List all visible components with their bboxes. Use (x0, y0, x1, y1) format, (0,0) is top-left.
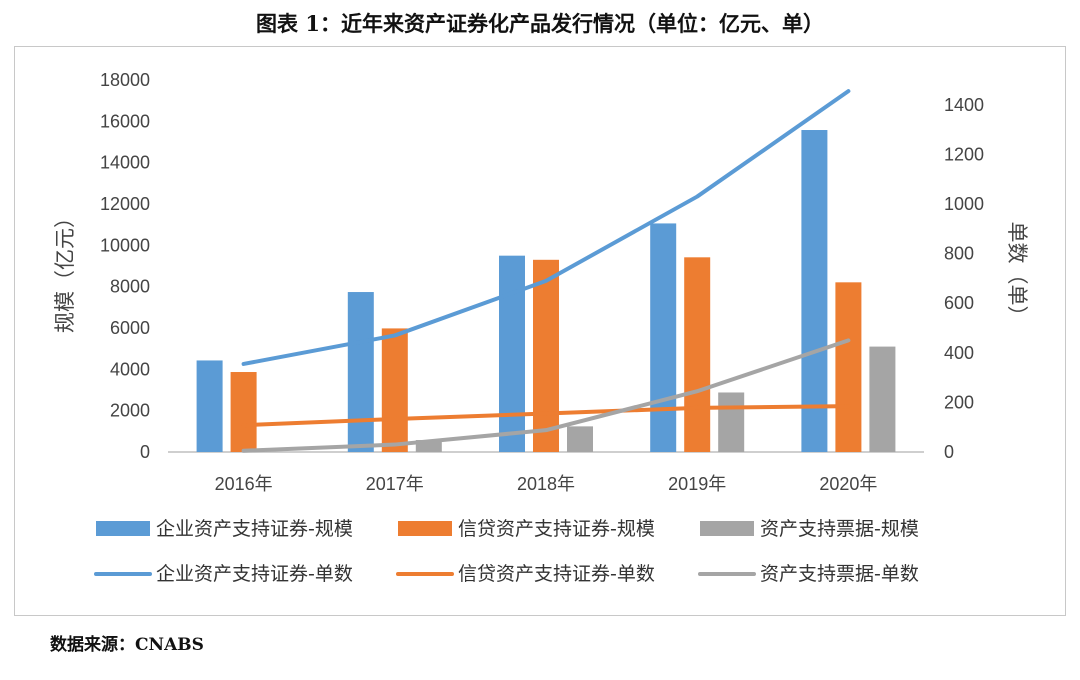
bar-1-5 (801, 130, 828, 452)
line-series-group (241, 89, 851, 453)
y-tick-label: 16000 (100, 111, 150, 131)
y-tick-label: 0 (140, 442, 150, 462)
y2-tick-label: 0 (944, 442, 954, 462)
y-tick-label: 8000 (110, 277, 150, 297)
y2-tick-label: 600 (944, 293, 974, 313)
bar-1-3 (499, 255, 525, 452)
bar-2-2 (381, 328, 408, 452)
y2-tick-label: 800 (944, 244, 974, 264)
bar-series-group (196, 130, 896, 452)
y2-tick-label: 1400 (944, 95, 984, 115)
legend-label-bar-2: 信贷资产支持证券-规模 (458, 518, 655, 540)
bar-2-5 (835, 282, 862, 452)
y-tick-label: 12000 (100, 194, 150, 214)
x-tick-label: 2019年 (668, 474, 726, 494)
y-tick-label: 4000 (110, 359, 150, 379)
x-axis-tick-labels: 2016年 2017年 2018年 2019年 2020年 (215, 474, 878, 494)
legend-swatch-bar-1 (96, 521, 150, 536)
legend-label-line-3: 资产支持票据-单数 (760, 563, 919, 585)
x-tick-label: 2018年 (517, 474, 575, 494)
y-axis-title: 规模（亿元） (53, 207, 77, 333)
chart-title: 图表 1：近年来资产证券化产品发行情况（单位：亿元、单） (256, 11, 824, 36)
y2-tick-label: 1200 (944, 144, 984, 164)
bar-1-2 (347, 292, 374, 452)
legend-swatch-bar-3 (700, 521, 754, 536)
data-source-note: 数据来源：CNABS (50, 635, 204, 655)
bar-3-5 (869, 346, 896, 452)
legend: 企业资产支持证券-规模 信贷资产支持证券-规模 资产支持票据-规模企业资产支持证券-… (94, 518, 919, 585)
right-axis: 0 200 400 600 800 1000 1200 1400 (944, 95, 984, 462)
bar-1-4 (650, 223, 677, 452)
y2-tick-label: 200 (944, 392, 974, 412)
bar-2-1 (230, 372, 257, 452)
left-axis: 0 2000 4000 6000 8000 10000 12000 14000 16000 180… (100, 70, 150, 462)
bar-3-4 (718, 392, 745, 452)
bar-2-3 (533, 259, 559, 452)
bar-3-2 (415, 440, 442, 452)
x-tick-label: 2017年 (366, 474, 424, 494)
combo-chart: 0200040006000800010000120001400016000180… (53, 70, 1029, 585)
bar-1-1 (196, 360, 223, 452)
y-tick-label: 18000 (100, 70, 150, 90)
bar-3-3 (567, 426, 593, 452)
legend-label-line-2: 信贷资产支持证券-单数 (458, 563, 655, 585)
y-tick-label: 10000 (100, 235, 150, 255)
y2-tick-label: 1000 (944, 194, 984, 214)
x-tick-label: 2020年 (819, 474, 877, 494)
legend-swatch-bar-2 (398, 521, 452, 536)
y-tick-label: 14000 (100, 153, 150, 173)
y2-axis-title: 单数（单） (1005, 222, 1029, 327)
y-tick-label: 6000 (110, 318, 150, 338)
legend-label-bar-1: 企业资产支持证券-规模 (156, 518, 353, 540)
y2-tick-label: 400 (944, 343, 974, 363)
bar-2-4 (684, 257, 711, 452)
y-tick-label: 2000 (110, 401, 150, 421)
legend-label-line-1: 企业资产支持证券-单数 (156, 563, 353, 585)
legend-label-bar-3: 资产支持票据-规模 (760, 518, 919, 540)
x-tick-label: 2016年 (215, 474, 273, 494)
